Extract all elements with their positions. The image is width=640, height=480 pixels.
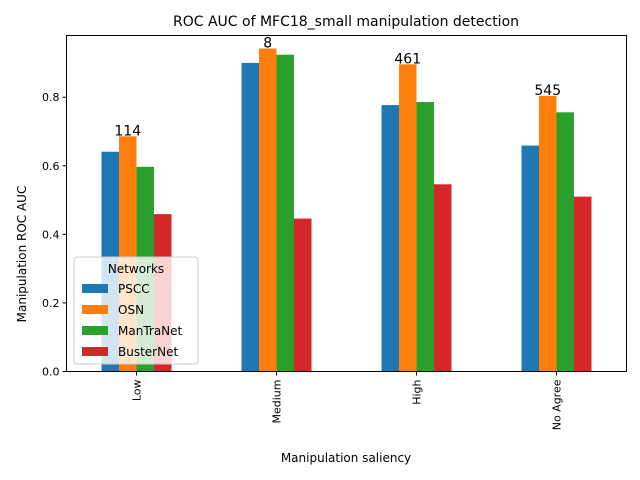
bar-annotation: 545 xyxy=(534,83,561,99)
legend-label: OSN xyxy=(118,303,144,317)
legend-swatch xyxy=(82,305,108,314)
bar-osn-no-agree xyxy=(539,95,557,372)
bar-pscc-no-agree xyxy=(521,145,539,372)
bar-pscc-medium xyxy=(241,62,259,372)
bar-annotation: 461 xyxy=(394,51,421,67)
legend-label: ManTraNet xyxy=(118,324,183,338)
bar-busternet-high xyxy=(434,184,452,372)
legend-label: BusterNet xyxy=(118,345,178,359)
x-tick-label: High xyxy=(411,379,424,404)
chart-title: ROC AUC of MFC18_small manipulation dete… xyxy=(173,14,519,30)
bar-busternet-medium xyxy=(294,218,312,372)
bar-annotation: 8 xyxy=(263,36,272,52)
bar-osn-medium xyxy=(259,48,277,372)
legend-swatch xyxy=(82,347,108,356)
y-tick-label: 0.2 xyxy=(42,297,60,310)
x-tick-label: No Agree xyxy=(551,379,564,430)
plot-frame xyxy=(66,35,627,372)
y-tick-label: 0.6 xyxy=(42,160,60,173)
legend-title: Networks xyxy=(108,262,164,276)
bar-mantranet-high xyxy=(416,102,434,372)
bar-mantranet-no-agree xyxy=(556,112,574,372)
x-tick-label: Low xyxy=(131,380,144,402)
y-tick-label: 0.4 xyxy=(42,228,60,241)
bar-osn-high xyxy=(399,64,417,372)
x-axis-label: Manipulation saliency xyxy=(281,451,411,465)
bar-annotation: 114 xyxy=(114,123,141,139)
legend-box xyxy=(73,256,199,365)
y-tick-label: 0.8 xyxy=(42,91,60,104)
y-tick-label: 0.0 xyxy=(42,366,60,379)
bar-pscc-high xyxy=(381,105,399,372)
x-tick-label: Medium xyxy=(271,380,284,424)
legend-swatch xyxy=(82,284,108,293)
bar-mantranet-medium xyxy=(276,54,294,372)
legend-swatch xyxy=(82,326,108,335)
bar-busternet-no-agree xyxy=(574,196,592,372)
legend: Networks PSCC OSN ManTraNet BusterNet xyxy=(73,256,199,365)
y-axis-label: Manipulation ROC AUC xyxy=(15,186,29,323)
legend-label: PSCC xyxy=(118,282,150,296)
